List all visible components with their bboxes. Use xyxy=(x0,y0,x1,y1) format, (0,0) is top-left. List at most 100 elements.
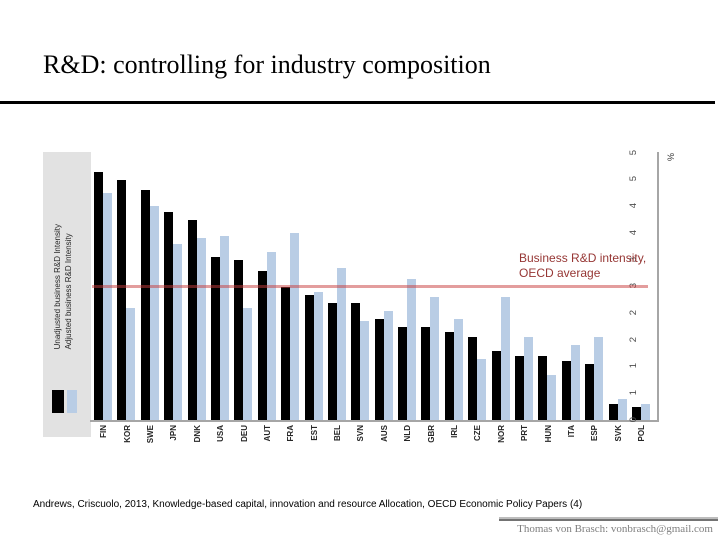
bar-group-aus xyxy=(373,153,396,420)
legend-label-unadjusted: Unadjusted business R&D Intensity xyxy=(53,224,62,350)
bar-nld-unadjusted xyxy=(398,326,408,420)
category-axis: FIN KOR SWE JPN DNK USA DEU AUT FRA EST BEL SVN AUS N… xyxy=(92,425,654,457)
bar-group-jpn xyxy=(162,153,185,420)
bar-bel-adjusted xyxy=(336,267,346,420)
tick-label-text: 4 xyxy=(628,203,639,209)
bar-gbr-adjusted xyxy=(430,297,440,420)
bar-deu-adjusted xyxy=(243,307,253,420)
oecd-average-annotation: Business R&D intensity, OECD average xyxy=(519,251,646,281)
percent-axis-label: % xyxy=(666,153,676,163)
tick-label-text: 1 xyxy=(628,363,639,369)
category-label-swe: SWE xyxy=(139,425,162,457)
value-axis-tick-label: 2 xyxy=(626,306,642,320)
tick-label-text: 0 xyxy=(628,416,639,422)
bar-group-nld xyxy=(396,153,419,420)
bar-svn-adjusted xyxy=(360,321,370,420)
bar-group-svn xyxy=(349,153,372,420)
bar-jpn-adjusted xyxy=(173,243,183,420)
value-axis-tick-label: 5 xyxy=(626,146,642,160)
category-label-nld: NLD xyxy=(396,425,419,457)
bar-group-est xyxy=(303,153,326,420)
bar-kor-unadjusted xyxy=(117,179,127,420)
bar-usa-unadjusted xyxy=(210,257,220,420)
category-label-aus: AUS xyxy=(373,425,396,457)
annotation-line-1: Business R&D intensity, xyxy=(519,251,647,265)
category-label-text: SWE xyxy=(145,425,155,444)
bar-ita-adjusted xyxy=(570,345,580,420)
category-label-bel: BEL xyxy=(326,425,349,457)
value-axis-tick-label: 1 xyxy=(626,360,642,374)
category-label-text: PRT xyxy=(520,425,530,441)
title-rule xyxy=(0,101,715,104)
value-axis-tick-label: 2 xyxy=(626,333,642,347)
bar-esp-unadjusted xyxy=(585,363,595,420)
bar-group-aut xyxy=(256,153,279,420)
bar-group-ita xyxy=(560,153,583,420)
footer-divider xyxy=(499,517,718,521)
value-axis-tick-label: 1 xyxy=(626,386,642,400)
category-label-hun: HUN xyxy=(536,425,559,457)
bar-hun-unadjusted xyxy=(538,355,548,420)
category-label-text: DNK xyxy=(192,425,202,443)
bar-fin-adjusted xyxy=(103,193,112,420)
bar-group-cze xyxy=(466,153,489,420)
bar-aus-unadjusted xyxy=(374,318,384,420)
category-label-kor: KOR xyxy=(115,425,138,457)
tick-label-text: 2 xyxy=(628,309,639,316)
category-label-text: NLD xyxy=(403,425,413,442)
bar-prt-unadjusted xyxy=(515,355,525,420)
category-label-fra: FRA xyxy=(279,425,302,457)
category-label-aut: AUT xyxy=(256,425,279,457)
bar-gbr-unadjusted xyxy=(421,326,431,420)
bar-group-gbr xyxy=(419,153,442,420)
category-label-text: IRL xyxy=(450,425,460,438)
category-label-deu: DEU xyxy=(232,425,255,457)
bar-fra-unadjusted xyxy=(281,286,291,420)
legend-labels: Unadjusted business R&D Intensity Adjust… xyxy=(52,224,74,349)
category-label-text: KOR xyxy=(122,425,132,443)
chart-legend: Unadjusted business R&D Intensity Adjust… xyxy=(43,152,91,437)
bar-group-usa xyxy=(209,153,232,420)
category-label-text: POL xyxy=(637,425,647,442)
value-axis-tick-label: 4 xyxy=(626,199,642,213)
tick-label-text: 5 xyxy=(628,149,639,155)
bar-irl-unadjusted xyxy=(444,331,454,420)
bar-group-svk xyxy=(607,153,630,420)
bar-group-esp xyxy=(583,153,606,420)
bar-est-adjusted xyxy=(313,291,323,420)
bar-bel-unadjusted xyxy=(327,302,337,420)
value-axis-line xyxy=(657,152,659,422)
bar-group-prt xyxy=(513,153,536,420)
category-label-svn: SVN xyxy=(349,425,372,457)
author-email: Thomas von Brasch: vonbrasch@gmail.com xyxy=(517,523,713,535)
category-label-text: ESP xyxy=(590,425,600,442)
category-label-svk: SVK xyxy=(607,425,630,457)
bar-group-bel xyxy=(326,153,349,420)
category-label-text: SVN xyxy=(356,425,366,442)
category-label-pol: POL xyxy=(630,425,653,457)
category-label-jpn: JPN xyxy=(162,425,185,457)
legend-label-adjusted: Adjusted business R&D Intensity xyxy=(64,233,73,350)
oecd-average-line xyxy=(92,285,648,288)
bar-prt-adjusted xyxy=(524,337,534,420)
bar-group-dnk xyxy=(186,153,209,420)
category-label-text: HUN xyxy=(543,425,553,443)
bar-group-fra xyxy=(279,153,302,420)
category-label-usa: USA xyxy=(209,425,232,457)
category-label-est: EST xyxy=(303,425,326,457)
category-label-text: AUS xyxy=(379,425,389,442)
annotation-line-2: OECD average xyxy=(519,266,601,280)
bar-fra-adjusted xyxy=(290,233,300,420)
category-label-dnk: DNK xyxy=(186,425,209,457)
category-label-text: USA xyxy=(216,425,226,442)
bar-aus-adjusted xyxy=(383,310,393,420)
bar-ita-unadjusted xyxy=(561,361,571,420)
category-label-text: FRA xyxy=(286,425,296,442)
category-label-text: AUT xyxy=(262,425,272,442)
bar-usa-adjusted xyxy=(219,235,229,420)
category-axis-line xyxy=(90,420,659,422)
category-label-text: ITA xyxy=(567,425,576,438)
category-label-irl: IRL xyxy=(443,425,466,457)
category-label-gbr: GBR xyxy=(419,425,442,457)
